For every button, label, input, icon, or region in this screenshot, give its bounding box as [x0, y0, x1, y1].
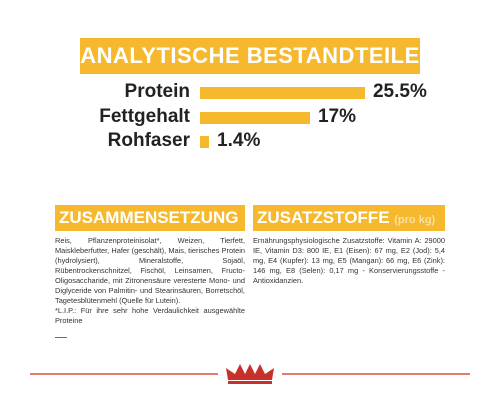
chart-title: ANALYTISCHE BESTANDTEILE [80, 38, 420, 74]
category-label: Fettgehalt [99, 105, 190, 127]
bar [200, 87, 365, 99]
section-text: Ernährungsphysiologische Zusatzstoffe: V… [253, 236, 445, 286]
logo [226, 364, 274, 384]
heading-text: ZUSATZSTOFFE [257, 208, 390, 227]
category-label: Rohfaser [107, 130, 190, 151]
heading-suffix: (pro kg) [394, 214, 436, 226]
value-label: 1.4% [217, 130, 261, 151]
paragraph: Ernährungsphysiologische Zusatzstoffe: V… [253, 236, 445, 285]
category-label: Protein [124, 81, 190, 102]
value-label: 17% [317, 105, 357, 127]
footer [30, 364, 470, 384]
value-label: 25.5% [372, 81, 427, 102]
divider [55, 337, 67, 338]
paragraph: Reis, Pflanzenproteinisolat*, Weizen, Ti… [55, 236, 245, 305]
section-heading: ZUSAMMENSETZUNG [55, 205, 245, 231]
bar [200, 111, 310, 124]
bar [200, 136, 210, 148]
section-text: Reis, Pflanzenproteinisolat*, Weizen, Ti… [55, 236, 245, 326]
footnote: *L.I.P.: Für ihre sehr hohe Verdaulichke… [55, 306, 245, 325]
section-heading: ZUSATZSTOFFE (pro kg) [253, 205, 445, 231]
